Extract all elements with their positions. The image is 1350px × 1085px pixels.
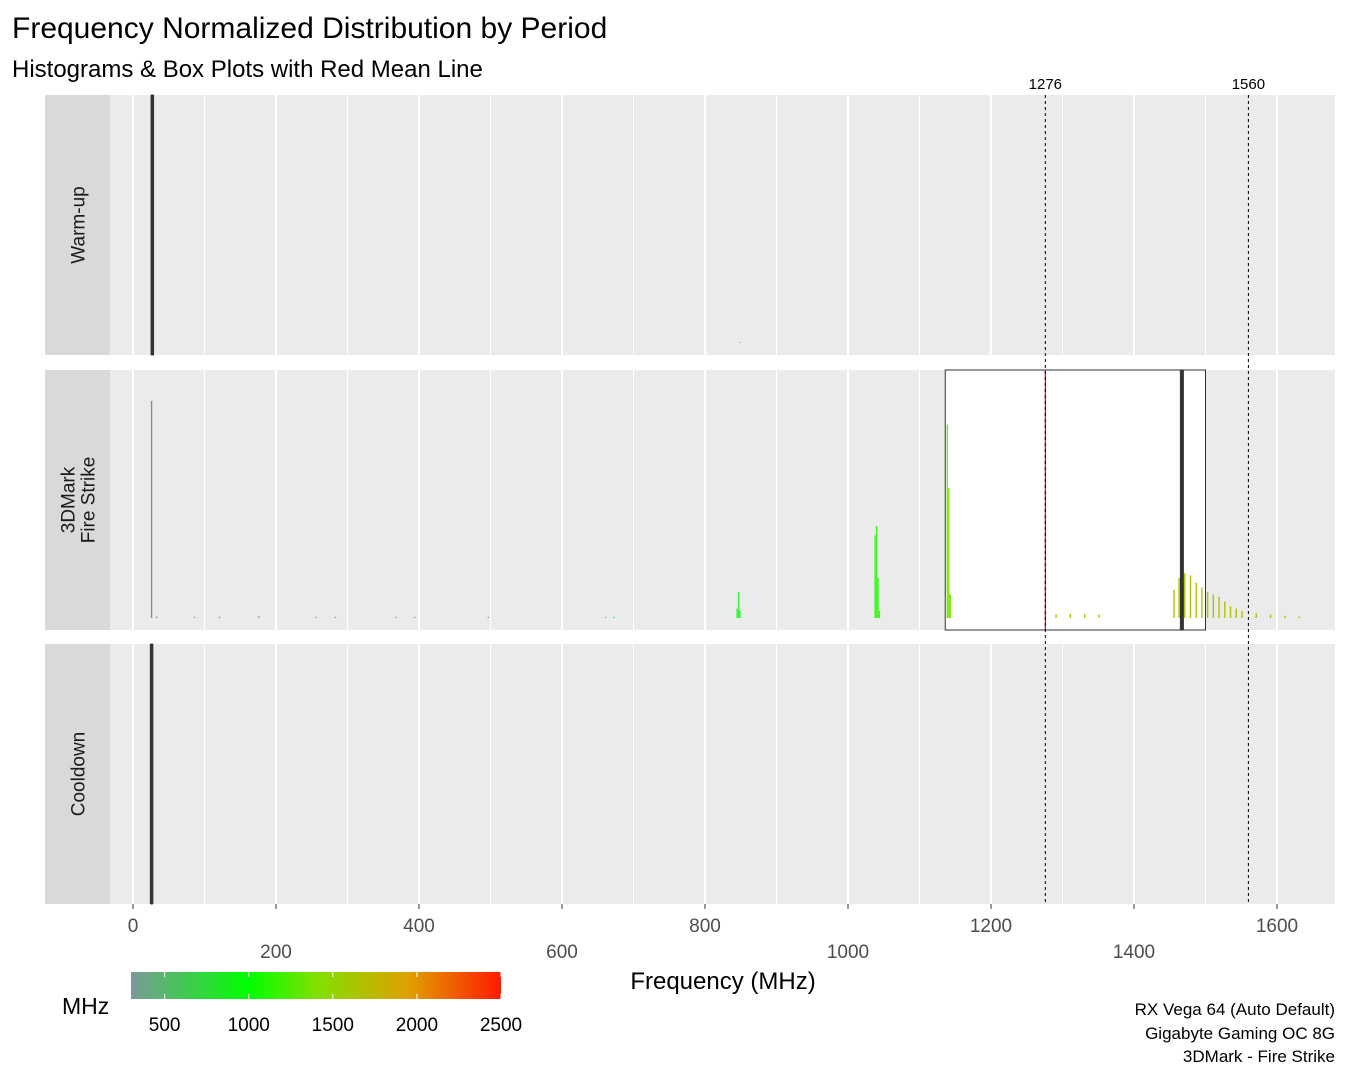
panel-3dmark-fire-strike-histogram-bar [874,535,876,618]
panel-3dmark-fire-strike-histogram-bar [1055,614,1057,618]
legend-tick-label: 1500 [312,1015,354,1036]
panel-3dmark-fire-strike-histogram-bar [1098,614,1100,618]
panel-warm-up-strip-label-line: Warm-up [69,186,90,263]
panel-warm-up: Warm-up [45,94,1335,356]
panel-3dmark-fire-strike-histogram-bar [413,616,416,618]
x-tick-label: 1000 [827,942,869,963]
panel-3dmark-fire-strike-histogram-bar [1235,608,1237,618]
legend-ticks: 500 1000 1500 2000 2500 [149,972,522,1036]
caption-line-1: RX Vega 64 (Auto Default) [1135,1000,1335,1019]
panel-3dmark-fire-strike-histogram-bar [878,610,881,618]
panel-3dmark-fire-strike-boxplot [944,369,1206,631]
panel-3dmark-fire-strike-histogram-bar [1184,573,1186,618]
panel-3dmark-fire-strike-histogram-bar [258,616,260,618]
panel-3dmark-fire-strike-histogram-bar [1284,615,1286,618]
panel-3dmark-fire-strike-histogram-bar [1212,594,1215,618]
panel-3dmark-fire-strike-histogram-bar [1178,577,1180,618]
panel-3dmark-fire-strike-histogram-bar [737,592,740,618]
panel-warm-up-strip-label: Warm-up [69,186,90,263]
panel-3dmark-fire-strike-strip [45,370,110,630]
panel-cooldown-background [110,644,1335,904]
panel-3dmark-fire-strike-strip-label: 3DMarkFire Strike [59,457,100,544]
color-legend: MHz 500 1000 1500 2000 2500 [62,972,522,1036]
panel-3dmark-fire-strike-histogram-bar [604,616,607,618]
panel-3dmark-fire-strike-histogram-bar [487,616,490,618]
panel-3dmark-fire-strike-histogram-bar [1195,582,1197,618]
x-tick-label: 200 [260,942,292,963]
legend-tick-label: 2000 [396,1015,438,1036]
chart-title: Frequency Normalized Distribution by Per… [12,12,607,45]
panel-3dmark-fire-strike-histogram-bar [150,400,153,618]
chart-subtitle: Histograms & Box Plots with Red Mean Lin… [12,56,483,83]
panel-3dmark-fire-strike-histogram-bar [1201,587,1203,618]
panel-3dmark-fire-strike-strip-label-line: Fire Strike [79,457,100,544]
panel-3dmark-fire-strike-histogram-bar [613,616,615,618]
panel-3dmark-fire-strike-histogram-bar [1224,601,1226,618]
panel-3dmark-fire-strike-histogram-bar [1229,606,1232,618]
panel-3dmark-fire-strike-histogram-bar [1173,589,1175,618]
panel-cooldown-strip-label: Cooldown [69,732,90,817]
panel-3dmark-fire-strike-histogram-bar [946,424,949,618]
x-tick-label: 600 [546,942,578,963]
panel-3dmark-fire-strike-histogram-bar [739,610,741,618]
legend-tick-label: 2500 [480,1015,522,1036]
panel-3dmark-fire-strike-histogram-bar [1298,616,1300,618]
x-tick-label: 1400 [1113,942,1155,963]
panel-3dmark-fire-strike-histogram-bar [1206,592,1209,618]
x-tick-label: 400 [403,916,435,937]
panel-3dmark-fire-strike-histogram-bar [875,525,878,618]
panel-3dmark-fire-strike-histogram-bar [1083,614,1086,618]
panel-3dmark-fire-strike-histogram-bar [1189,575,1192,618]
panel-3dmark-fire-strike: 3DMarkFire Strike [45,369,1335,631]
caption-line-2: Gigabyte Gaming OC 8G [1145,1024,1335,1043]
reference-line-label-1276: 1276 [1029,76,1062,93]
panel-3dmark-fire-strike-histogram-bar [1069,613,1072,618]
panel-warm-up-background [110,95,1335,355]
legend-colorbar [131,972,501,999]
panel-cooldown: Cooldown [45,643,1335,905]
panel-cooldown-strip-label-line: Cooldown [69,732,90,817]
panel-3dmark-fire-strike-histogram-bar [1269,614,1272,618]
panel-3dmark-fire-strike-histogram-bar [193,616,196,618]
x-tick-label: 1600 [1256,916,1298,937]
chart-caption: RX Vega 64 (Auto Default) Gigabyte Gamin… [1135,1000,1335,1066]
reference-line-label-1560: 1560 [1232,76,1265,93]
x-axis: 0 400 800 1200 1600 200 600 1000 1400 [128,904,1298,963]
panel-3dmark-fire-strike-histogram-bar [315,616,317,618]
panel-3dmark-fire-strike-strip-label-line: 3DMark [59,466,80,533]
caption-line-3: 3DMark - Fire Strike [1183,1047,1335,1066]
legend-title: MHz [62,993,109,1019]
panel-3dmark-fire-strike-histogram-bar [1255,613,1257,618]
panel-3dmark-fire-strike-histogram-bar [736,608,738,618]
legend-tick-label: 1000 [228,1015,270,1036]
panel-3dmark-fire-strike-box [944,369,1206,631]
panel-3dmark-fire-strike-histogram-bar [155,616,158,618]
panel-3dmark-fire-strike-histogram-bar [948,488,950,618]
panel-3dmark-fire-strike-histogram-bar [334,616,337,618]
reference-lines: 1276 1560 [1029,76,1265,904]
facet-panels: Warm-up 3DMarkFire Strike Cooldown [45,94,1335,905]
panel-cooldown-strip [45,644,110,904]
panel-3dmark-fire-strike-histogram-bar [218,616,221,618]
panel-3dmark-fire-strike-histogram-bar [1241,610,1243,618]
x-axis-title: Frequency (MHz) [630,968,815,995]
panel-3dmark-fire-strike-histogram-bar [1218,596,1220,618]
x-tick-label: 0 [128,916,139,937]
panel-warm-up-histogram-bar [739,342,741,343]
panel-3dmark-fire-strike-histogram-bar [395,616,397,618]
legend-tick-label: 500 [149,1015,181,1036]
panel-warm-up-strip [45,95,110,355]
x-tick-label: 1200 [970,916,1012,937]
panel-3dmark-fire-strike-histogram-bar [949,594,951,618]
x-tick-label: 800 [689,916,721,937]
panel-3dmark-fire-strike-histogram-bar [877,577,879,618]
